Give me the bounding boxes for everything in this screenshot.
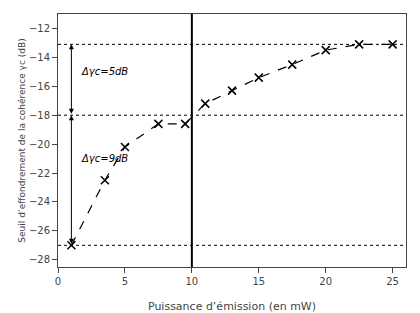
- svg-text:−24: −24: [29, 196, 50, 207]
- svg-text:5: 5: [122, 276, 128, 287]
- svg-text:−14: −14: [29, 52, 50, 63]
- svg-text:15: 15: [252, 276, 265, 287]
- svg-text:Δγc=9dB: Δγc=9dB: [81, 153, 128, 164]
- svg-text:Δγc=5dB: Δγc=5dB: [81, 66, 128, 77]
- svg-text:−26: −26: [29, 225, 50, 236]
- svg-text:−22: −22: [29, 168, 50, 179]
- svg-text:Puissance d’émission (en mW): Puissance d’émission (en mW): [148, 300, 316, 313]
- svg-text:−18: −18: [29, 110, 50, 121]
- svg-text:Seuil d’effondrement de la coh: Seuil d’effondrement de la cohérence γc …: [17, 38, 27, 242]
- svg-text:−12: −12: [29, 23, 50, 34]
- svg-text:−28: −28: [29, 254, 50, 265]
- svg-text:20: 20: [319, 276, 332, 287]
- svg-text:0: 0: [55, 276, 61, 287]
- svg-text:−20: −20: [29, 139, 50, 150]
- svg-text:25: 25: [386, 276, 399, 287]
- svg-text:−16: −16: [29, 81, 50, 92]
- svg-text:10: 10: [185, 276, 198, 287]
